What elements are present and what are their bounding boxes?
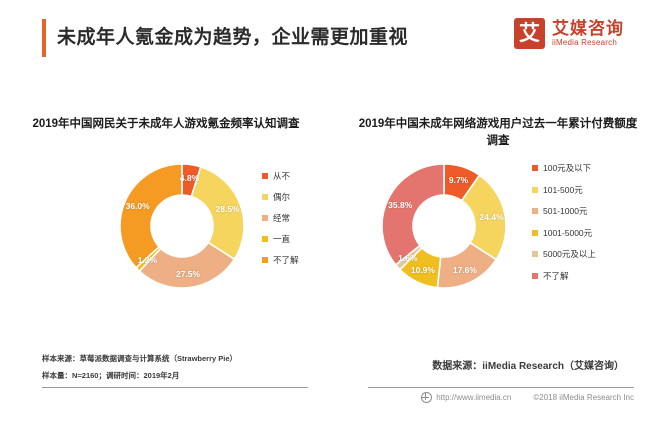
legend-item[interactable]: 100元及以下 bbox=[532, 162, 596, 174]
legend-item[interactable]: 偶尔 bbox=[262, 191, 299, 203]
globe-icon bbox=[421, 392, 433, 403]
chart-legend-payment: 100元及以下 101-500元 501-1000元 1001-5000元 5000元及… bbox=[532, 162, 596, 282]
legend-swatch-icon bbox=[532, 229, 538, 236]
legend-label: 501-1000元 bbox=[543, 206, 588, 216]
brand-mark-icon: 艾 bbox=[514, 18, 545, 49]
data-source-line: 数据来源：iiMedia Research（艾媒咨询） bbox=[432, 361, 624, 372]
legend-label: 101-500元 bbox=[543, 184, 583, 195]
legend-label: 100元及以下 bbox=[543, 163, 592, 173]
legend-item[interactable]: 5000元及以上 bbox=[532, 248, 596, 260]
footer-meta: http://www.iimedia.cn ©2018 iiMedia Rese… bbox=[421, 392, 634, 403]
sample-source-block: 样本来源：草莓派数据调查与计算系统（Strawberry Pie） 样本量：N=… bbox=[42, 353, 237, 381]
legend-item[interactable]: 不了解 bbox=[532, 270, 596, 282]
legend-item[interactable]: 不了解 bbox=[262, 254, 299, 266]
legend-item[interactable]: 一直 bbox=[262, 233, 299, 245]
legend-label: 从不 bbox=[273, 171, 291, 181]
legend-swatch-icon bbox=[532, 186, 538, 193]
legend-label: 偶尔 bbox=[273, 192, 291, 202]
chart-panel-frequency: 2019年中国网民关于未成年人游戏氪金频率认知调查 4.8% 28.5% 27.5%… bbox=[0, 100, 332, 340]
chart-panel-payment: 2019年中国未成年网络游戏用户过去一年累计付费额度调查 9.7% 24.4% 17… bbox=[332, 100, 664, 340]
brand-logo: 艾 艾媒咨询 iiMedia Research bbox=[514, 18, 624, 49]
legend-item[interactable]: 101-500元 bbox=[532, 184, 596, 196]
chart-legend-frequency: 从不偶尔经常一直不了解 bbox=[262, 170, 299, 266]
donut-slice bbox=[119, 163, 183, 269]
footer-divider-left bbox=[42, 387, 308, 388]
legend-item[interactable]: 1001-5000元 bbox=[532, 227, 596, 239]
brand-name-en: iiMedia Research bbox=[552, 38, 618, 47]
page-footer: 样本来源：草莓派数据调查与计算系统（Strawberry Pie） 样本量：N=… bbox=[0, 340, 664, 425]
brand-text: 艾媒咨询 iiMedia Research bbox=[552, 19, 624, 48]
legend-item[interactable]: 从不 bbox=[262, 170, 299, 182]
legend-swatch-icon bbox=[262, 236, 268, 242]
legend-swatch-icon bbox=[532, 165, 538, 171]
footer-url[interactable]: http://www.iimedia.cn bbox=[436, 393, 512, 402]
legend-swatch-icon bbox=[262, 173, 268, 179]
chart-title-frequency: 2019年中国网民关于未成年人游戏氪金频率认知调查 bbox=[32, 118, 300, 130]
donut-wrap-frequency: 4.8% 28.5% 27.5% 1.2% 36.0% bbox=[118, 162, 246, 290]
sample-size-line: 样本量：N=2160；调研时间：2019年2月 bbox=[42, 371, 180, 380]
charts-container: 2019年中国网民关于未成年人游戏氪金频率认知调查 4.8% 28.5% 27.5%… bbox=[0, 100, 664, 340]
donut-slice bbox=[381, 163, 445, 267]
legend-label: 经常 bbox=[273, 213, 291, 223]
donut-chart-frequency: 4.8% 28.5% 27.5% 1.2% 36.0% bbox=[118, 162, 246, 290]
legend-swatch-icon bbox=[532, 208, 538, 214]
title-accent-bar bbox=[42, 19, 46, 57]
brand-name-cn: 艾媒咨询 bbox=[552, 19, 624, 38]
footer-divider-right bbox=[368, 387, 634, 388]
legend-swatch-icon bbox=[262, 194, 268, 200]
legend-swatch-icon bbox=[262, 215, 268, 221]
legend-swatch-icon bbox=[262, 257, 268, 263]
legend-label: 一直 bbox=[273, 234, 291, 244]
sample-source-line: 样本来源：草莓派数据调查与计算系统（Strawberry Pie） bbox=[42, 354, 238, 363]
legend-swatch-icon bbox=[532, 272, 538, 279]
legend-item[interactable]: 经常 bbox=[262, 212, 299, 224]
page-header: 未成年人氪金成为趋势，企业需更加重视 艾 艾媒咨询 iiMedia Resear… bbox=[0, 0, 664, 72]
legend-label: 5000元及以上 bbox=[543, 249, 596, 259]
legend-swatch-icon bbox=[532, 251, 538, 257]
donut-chart-payment: 9.7% 24.4% 17.6% 10.9% 1.6% 35.8% bbox=[380, 162, 508, 290]
footer-url-group[interactable]: http://www.iimedia.cn bbox=[421, 392, 511, 403]
footer-copyright: ©2018 iiMedia Research Inc bbox=[533, 393, 634, 402]
legend-label: 1001-5000元 bbox=[543, 227, 593, 238]
donut-wrap-payment: 9.7% 24.4% 17.6% 10.9% 1.6% 35.8% bbox=[380, 162, 508, 290]
legend-label: 不了解 bbox=[273, 255, 299, 265]
chart-title-payment: 2019年中国未成年网络游戏用户过去一年累计付费额度调查 bbox=[358, 118, 638, 147]
donut-slice bbox=[138, 241, 236, 289]
legend-item[interactable]: 501-1000元 bbox=[532, 205, 596, 217]
page-title: 未成年人氪金成为趋势，企业需更加重视 bbox=[57, 27, 409, 48]
donut-slice bbox=[190, 165, 245, 261]
legend-label: 不了解 bbox=[543, 270, 569, 281]
